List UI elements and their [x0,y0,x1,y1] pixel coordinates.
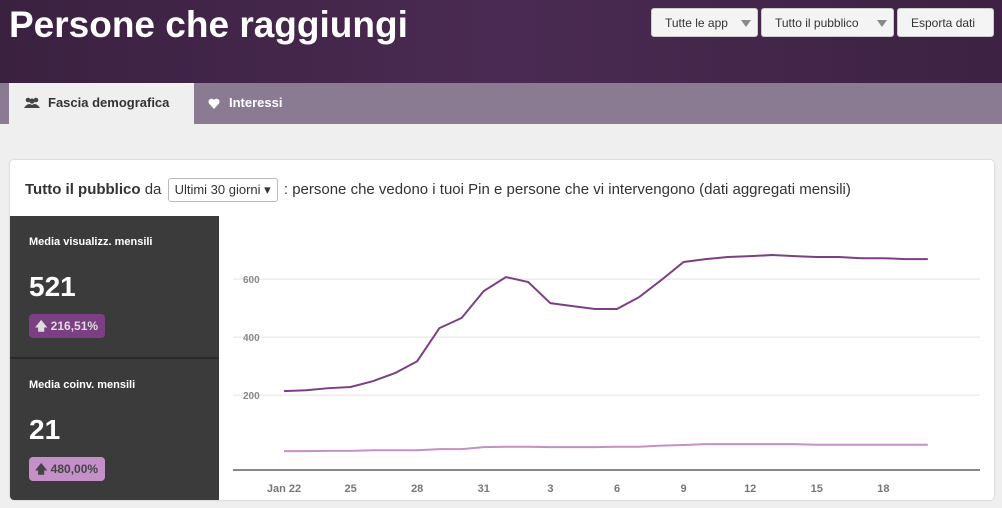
y-tick-label: 200 [243,391,260,402]
stat-value: 21 [29,414,61,445]
stat-change: 🡅 480,00% [29,457,106,481]
x-tick-label: Jan 22 [267,483,301,495]
stat: Media visualizz. mensili 521 🡅 216,51% [10,216,219,359]
period-dropdown[interactable]: Ultimi 30 giorni ▾ [167,178,278,202]
tab[interactable]: Interessi [194,83,304,124]
stats-panel: Media visualizz. mensili 521 🡅 216,51% M… [10,216,219,500]
tab-label: Interessi [229,95,283,110]
arrow [741,20,751,27]
export-button[interactable]: Esporta dati [897,8,994,37]
line [284,443,928,453]
arrow [877,20,887,27]
change: 480,00% [50,462,99,476]
line [283,254,928,393]
change: 216,51% [50,319,99,333]
x-tick-label: 18 [877,483,889,495]
header: Persone che raggiungi Tutte le app Tutto… [0,0,1002,83]
x-tick-label: 9 [681,483,687,495]
x-tick-label: 6 [614,483,620,495]
button-label: Tutte le app [665,16,728,30]
page-title: Persone che raggiungi [9,4,408,45]
stat: Media coinv. mensili 21 🡅 480,00% [10,359,219,500]
stat-label: Media visualizz. mensili [29,236,153,248]
heart-icon [208,98,220,109]
card-heading: Tutto il pubblico da Ultimi 30 giorni ▾ … [25,178,851,202]
x-tick-label: 28 [411,483,423,495]
y-tick-label: 400 [243,333,260,344]
button-label: Esporta dati [911,16,976,30]
x-tick-label: 3 [547,483,553,495]
x-tick-label: 31 [478,483,490,495]
stat-label: Media coinv. mensili [29,379,136,391]
x-tick-label: 25 [344,483,356,495]
from: da [144,181,162,198]
people-icon [24,97,40,108]
period: Ultimi 30 giorni [174,182,261,197]
x-tick-label: 15 [811,483,823,495]
button-label: Tutto il pubblico [775,16,859,30]
tab-label: Fascia demografica [48,95,170,110]
apps-dropdown[interactable]: Tutte le app [651,8,758,37]
description: : persone che vedono i tuoi Pin e person… [283,181,851,198]
x-tick-label: 12 [744,483,756,495]
tab-bar: Fascia demografica Interessi [0,83,1002,124]
stat-change: 🡅 216,51% [29,314,106,338]
stat-value: 521 [29,271,76,302]
y-tick-label: 600 [243,275,260,286]
card: Tutto il pubblico da Ultimi 30 giorni ▾ … [10,160,994,500]
audience: Tutto il pubblico [25,181,141,198]
tab-active[interactable]: Fascia demografica [9,83,194,124]
audience-dropdown[interactable]: Tutto il pubblico [761,8,894,37]
